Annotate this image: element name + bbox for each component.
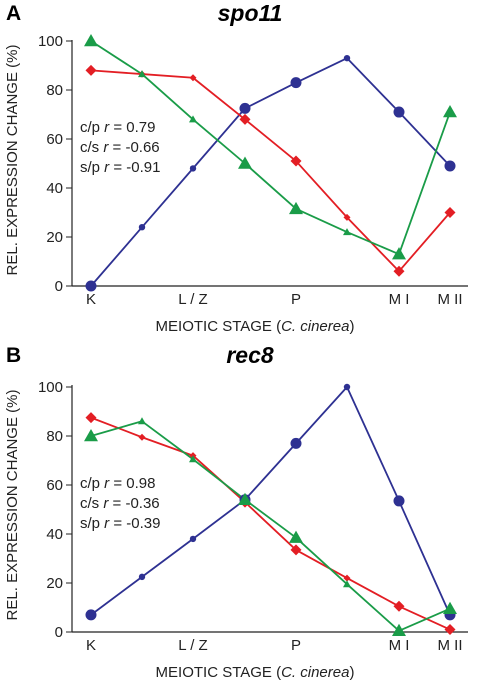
y-ticks-b: 0 20 40 60 80 100 <box>38 379 73 641</box>
x-tick-b-4: P <box>291 637 301 654</box>
series-line-b-diamond <box>90 416 451 631</box>
point-a-diamond-7 <box>444 207 456 218</box>
point-b-triangle-5 <box>343 580 351 588</box>
y-ticks-a: 0 20 40 60 80 100 <box>38 33 73 295</box>
series-line-b-circle <box>90 386 451 616</box>
point-a-circle-3 <box>239 102 251 114</box>
x-tick-a-0: K <box>86 291 96 308</box>
chart-title-a: spo11 <box>218 0 283 26</box>
point-a-triangle-5 <box>343 228 351 236</box>
corr-cp-b: c/p r = 0.98 <box>80 475 155 492</box>
point-b-triangle-0 <box>84 429 98 442</box>
y-tick-a-0: 0 <box>55 278 63 295</box>
y-tick-a-40: 40 <box>46 180 63 197</box>
point-b-triangle-6 <box>392 623 406 637</box>
series-line-a-diamond <box>90 69 451 273</box>
point-b-circle-1 <box>138 573 146 581</box>
x-tick-b-0: K <box>86 637 96 654</box>
point-b-diamond-6 <box>393 600 405 612</box>
point-b-circle-6 <box>393 495 405 507</box>
y-tick-a-100: 100 <box>38 33 63 50</box>
point-a-diamond-2 <box>189 74 197 82</box>
point-a-circle-1 <box>138 224 146 231</box>
point-a-circle-0 <box>85 280 97 292</box>
correlation-stats-a: c/p r = 0.79 c/s r = -0.66 s/p r = -0.91 <box>80 119 160 176</box>
y-tick-b-80: 80 <box>46 428 63 445</box>
x-tick-b-6: M I <box>389 637 410 654</box>
y-tick-a-80: 80 <box>46 82 63 99</box>
corr-cs-a: c/s r = -0.66 <box>80 139 160 156</box>
panel-letter-b: B <box>6 344 21 367</box>
point-a-triangle-0 <box>84 34 98 47</box>
y-tick-b-40: 40 <box>46 526 63 543</box>
point-a-diamond-6 <box>393 265 405 277</box>
corr-sp-a: s/p r = -0.91 <box>80 159 160 176</box>
y-tick-b-60: 60 <box>46 477 63 494</box>
point-a-triangle-4 <box>289 201 303 215</box>
x-axis-label-a: MEIOTIC STAGE (C. cinerea) <box>156 318 355 335</box>
y-tick-b-20: 20 <box>46 575 63 592</box>
x-tick-b-2: L / Z <box>178 637 207 654</box>
y-tick-a-60: 60 <box>46 131 63 148</box>
point-b-diamond-4 <box>290 544 302 556</box>
point-b-diamond-7 <box>444 624 456 636</box>
panel-b: B rec8 REL. EXPRESSION CHANGE (%) 0 20 4… <box>4 342 468 681</box>
series-line-b-triangle <box>90 420 451 632</box>
plot-area-b <box>84 383 457 637</box>
point-a-triangle-1 <box>138 70 146 78</box>
corr-cs-b: c/s r = -0.36 <box>80 495 160 512</box>
point-a-circle-4 <box>290 77 302 89</box>
x-tick-a-2: L / Z <box>178 291 207 308</box>
point-b-triangle-3 <box>238 492 252 505</box>
panel-a: A spo11 REL. EXPRESSION CHANGE (%) 0 20 … <box>4 0 468 335</box>
point-b-diamond-5 <box>343 574 351 582</box>
plot-area-a <box>84 34 457 292</box>
x-tick-b-7: M II <box>438 637 463 654</box>
point-b-triangle-2 <box>189 455 197 463</box>
x-axis-label-b: MEIOTIC STAGE (C. cinerea) <box>156 664 355 681</box>
point-b-circle-2 <box>189 535 197 543</box>
point-a-diamond-0 <box>85 64 97 76</box>
point-a-triangle-3 <box>238 156 252 169</box>
point-a-circle-5 <box>343 54 351 62</box>
point-b-triangle-7 <box>443 601 457 614</box>
point-a-diamond-5 <box>343 213 351 221</box>
correlation-stats-b: c/p r = 0.98 c/s r = -0.36 s/p r = -0.39 <box>80 475 160 532</box>
y-axis-label-b: REL. EXPRESSION CHANGE (%) <box>4 390 21 621</box>
x-ticks-a: K L / Z P M I M II <box>72 285 468 308</box>
point-a-circle-2 <box>189 165 197 172</box>
y-tick-a-20: 20 <box>46 229 63 246</box>
x-tick-a-7: M II <box>438 291 463 308</box>
point-b-diamond-0 <box>85 412 97 424</box>
y-tick-b-100: 100 <box>38 379 63 396</box>
x-ticks-b: K L / Z P M I M II <box>72 631 468 654</box>
point-b-circle-4 <box>290 437 302 449</box>
point-a-circle-6 <box>393 106 405 118</box>
point-b-circle-5 <box>343 383 351 391</box>
series-line-a-circle <box>90 57 451 287</box>
point-a-diamond-4 <box>290 155 302 167</box>
point-a-circle-7 <box>444 160 456 172</box>
point-a-triangle-6 <box>392 247 406 260</box>
point-a-triangle-7 <box>443 105 457 118</box>
point-b-triangle-1 <box>138 417 146 425</box>
y-tick-b-0: 0 <box>55 624 63 641</box>
y-axis-label-a: REL. EXPRESSION CHANGE (%) <box>4 45 21 276</box>
point-b-diamond-1 <box>138 433 146 441</box>
point-b-triangle-4 <box>289 530 303 543</box>
series-line-a-triangle <box>90 40 451 256</box>
corr-cp-a: c/p r = 0.79 <box>80 119 155 136</box>
chart-title-b: rec8 <box>226 342 274 368</box>
corr-sp-b: s/p r = -0.39 <box>80 515 160 532</box>
point-a-triangle-2 <box>189 115 197 123</box>
point-a-diamond-3 <box>239 113 251 125</box>
panel-letter-a: A <box>6 2 21 25</box>
point-b-circle-0 <box>85 609 97 621</box>
x-tick-a-6: M I <box>389 291 410 308</box>
x-tick-a-4: P <box>291 291 301 308</box>
